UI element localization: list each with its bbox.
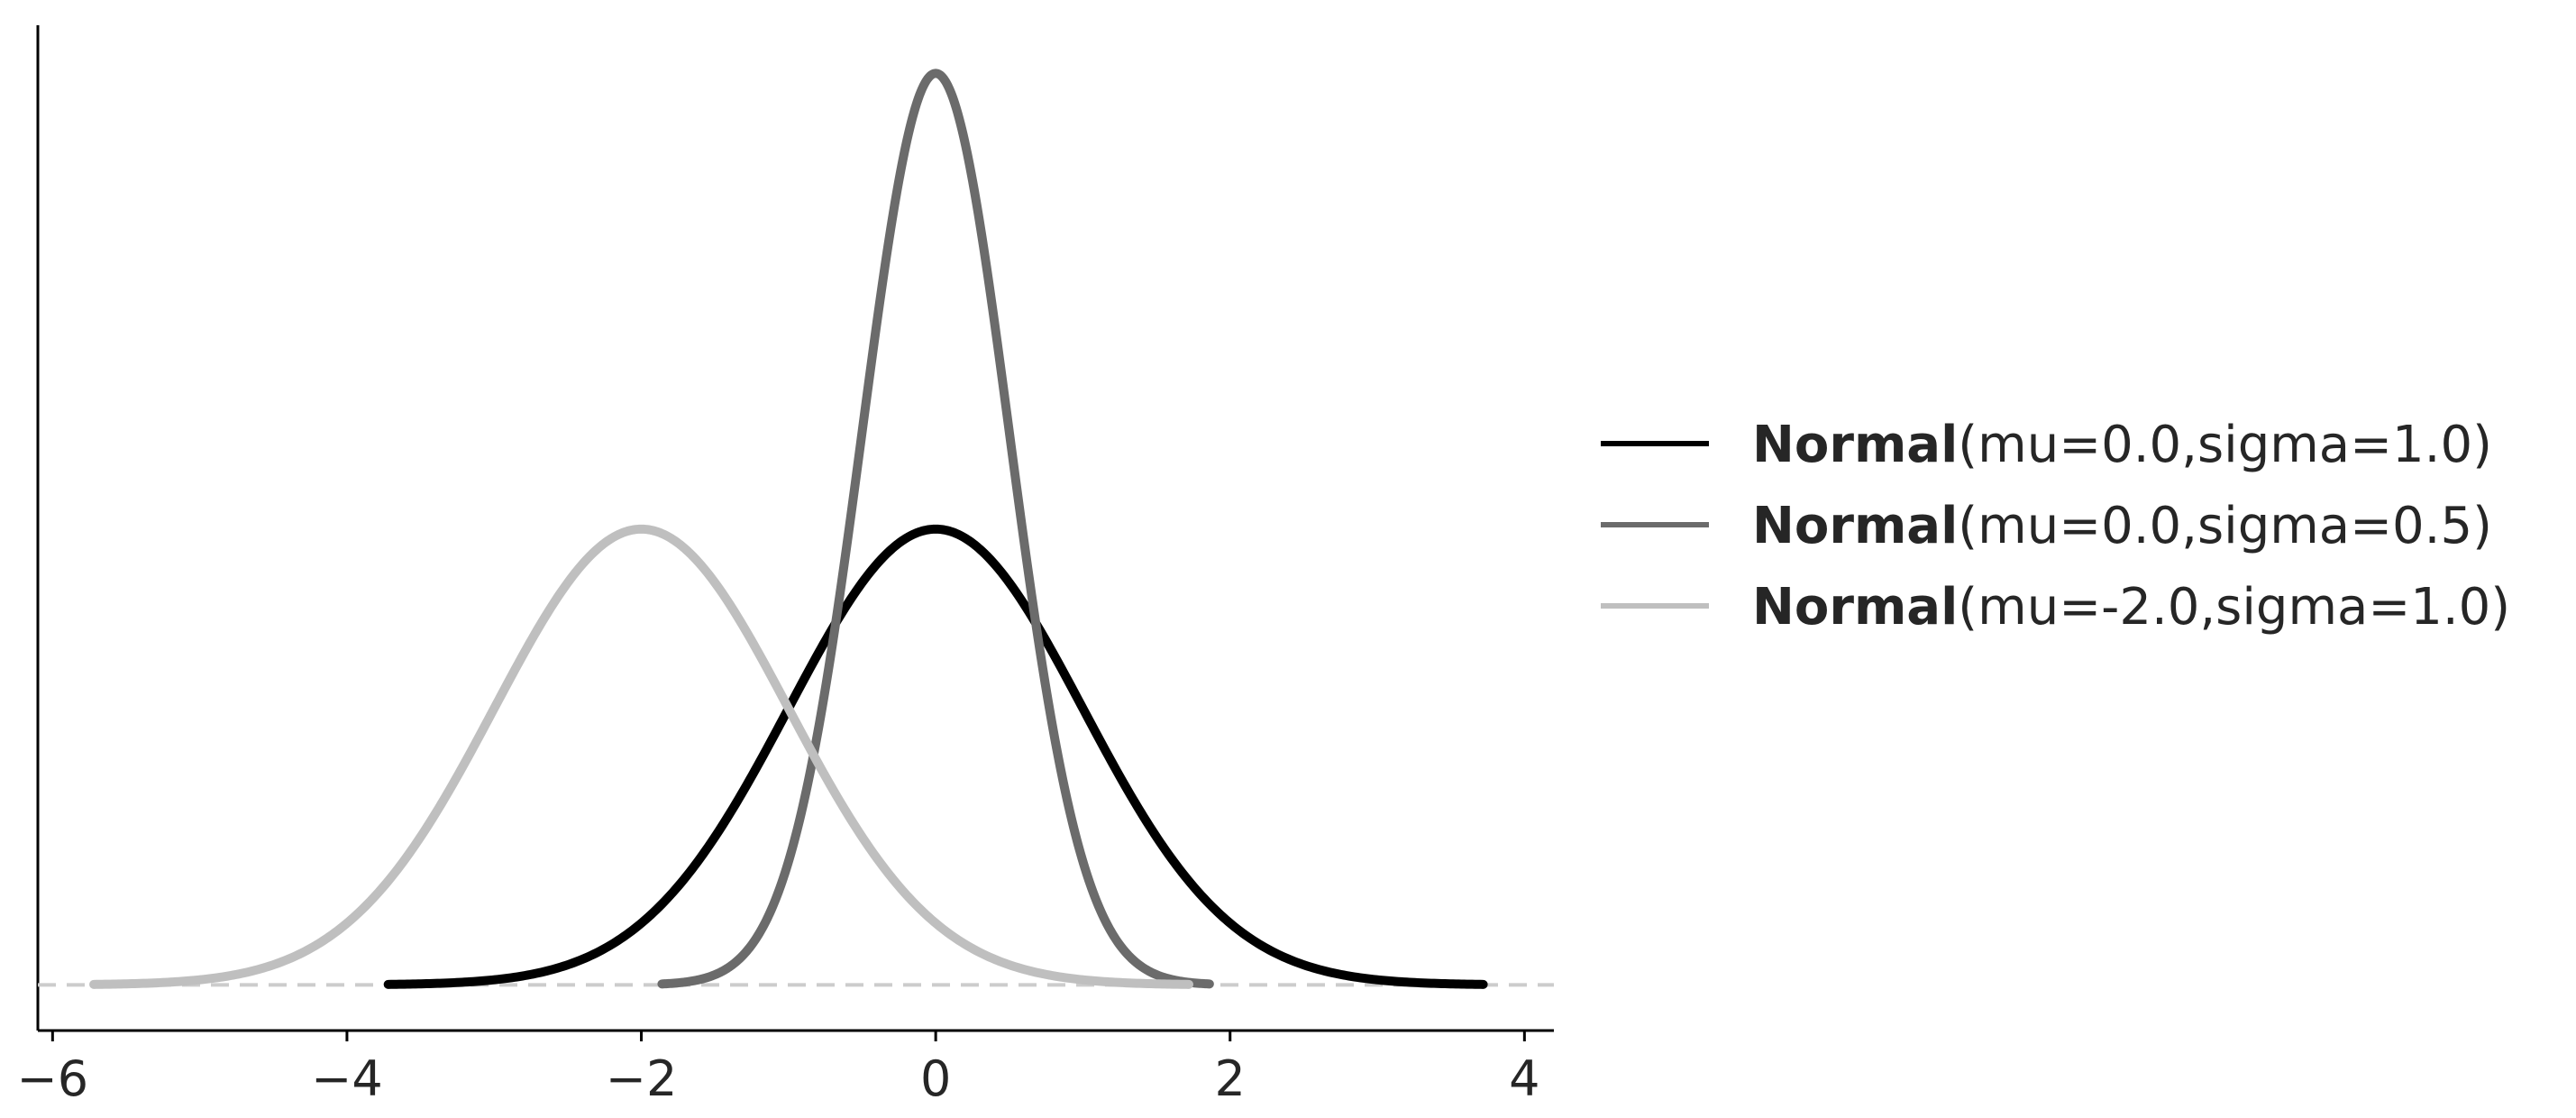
- x-tick-label: −2: [606, 1050, 678, 1107]
- legend-label-bold: Normal: [1752, 416, 1958, 474]
- series-line-1: [657, 69, 1214, 989]
- series-layer: [89, 69, 1488, 989]
- legend-label-params: (mu=0.0,sigma=0.5): [1958, 497, 2492, 555]
- legend-label-bold: Normal: [1752, 578, 1958, 637]
- axes: [36, 25, 1554, 1032]
- legend-label-2: Normal(mu=-2.0,sigma=1.0): [1752, 578, 2510, 637]
- x-tick-label: 0: [920, 1050, 951, 1107]
- x-tick-label: −4: [311, 1050, 383, 1107]
- legend: Normal(mu=0.0,sigma=1.0)Normal(mu=0.0,si…: [1601, 416, 2510, 637]
- series-line-2: [89, 524, 1194, 989]
- x-tick-label: −6: [17, 1050, 89, 1107]
- x-tick-label: 2: [1215, 1050, 1246, 1107]
- legend-label-params: (mu=0.0,sigma=1.0): [1958, 416, 2492, 474]
- legend-label-0: Normal(mu=0.0,sigma=1.0): [1752, 416, 2492, 474]
- legend-label-params: (mu=-2.0,sigma=1.0): [1958, 578, 2510, 637]
- legend-label-bold: Normal: [1752, 497, 1958, 555]
- x-ticks: −6 −4 −2 0 2 4: [17, 1031, 1540, 1107]
- legend-label-1: Normal(mu=0.0,sigma=0.5): [1752, 497, 2492, 555]
- x-tick-label: 4: [1509, 1050, 1539, 1107]
- series-line-0: [383, 524, 1488, 989]
